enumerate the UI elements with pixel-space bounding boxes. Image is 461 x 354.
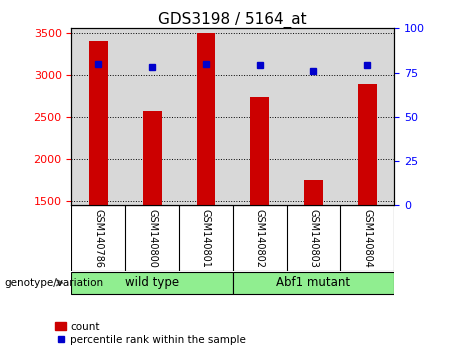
Text: genotype/variation: genotype/variation <box>5 278 104 288</box>
Bar <box>89 41 108 205</box>
Bar <box>71 272 233 295</box>
Title: GDS3198 / 5164_at: GDS3198 / 5164_at <box>159 12 307 28</box>
Legend: count, percentile rank within the sample: count, percentile rank within the sample <box>51 317 250 349</box>
Text: GSM140803: GSM140803 <box>308 209 319 268</box>
Bar <box>196 33 215 205</box>
Text: wild type: wild type <box>125 276 179 289</box>
Bar <box>143 111 161 205</box>
Bar <box>304 180 323 205</box>
Bar <box>233 272 394 295</box>
Text: GSM140800: GSM140800 <box>147 209 157 268</box>
Bar <box>250 97 269 205</box>
Text: GSM140802: GSM140802 <box>254 209 265 268</box>
Text: Abf1 mutant: Abf1 mutant <box>277 276 350 289</box>
Text: GSM140804: GSM140804 <box>362 209 372 268</box>
Text: GSM140801: GSM140801 <box>201 209 211 268</box>
Text: GSM140786: GSM140786 <box>93 209 103 268</box>
Bar <box>358 84 377 205</box>
